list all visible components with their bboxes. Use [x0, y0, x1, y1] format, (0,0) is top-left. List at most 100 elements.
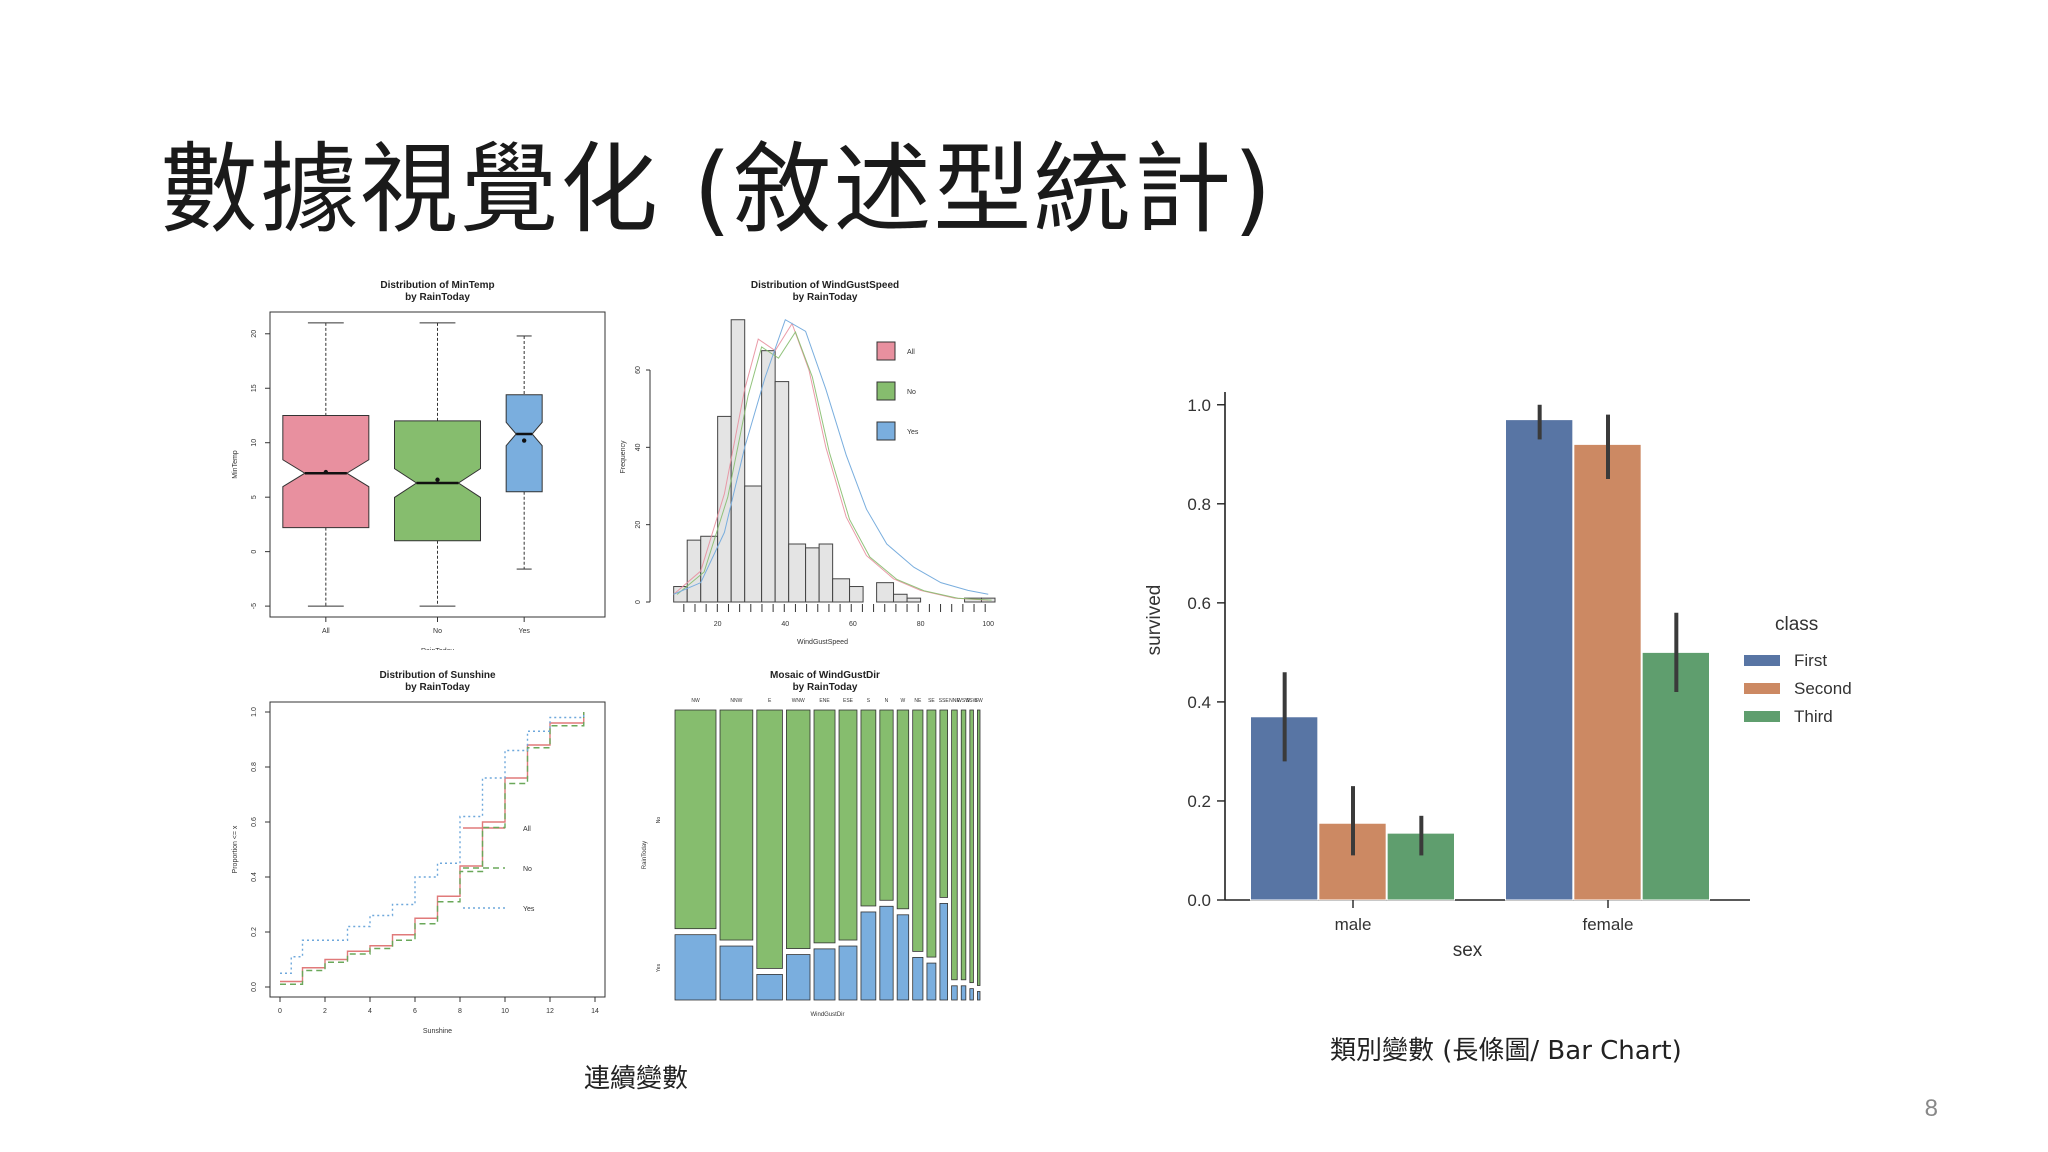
- y-tick-label: 0.6: [1187, 594, 1211, 613]
- histogram-bar: [788, 543, 807, 603]
- density-line-yes: [673, 319, 989, 595]
- page-number: 8: [1924, 1095, 1938, 1122]
- y-axis-label: Proportion <= x: [232, 825, 239, 873]
- legend-label: Second: [1794, 679, 1852, 698]
- y-tick-label: 0.0: [1187, 891, 1211, 910]
- y-tick-label: 10: [251, 439, 258, 447]
- mosaic-cell-no: [960, 709, 967, 981]
- mosaic-category-label: NW: [691, 698, 700, 704]
- mosaic-cell-no: [896, 709, 910, 910]
- mosaic-category-label: N: [885, 698, 889, 704]
- mosaic-cell-yes: [912, 956, 924, 1001]
- y-tick-label: 40: [635, 443, 642, 451]
- legend-label: First: [1794, 651, 1827, 670]
- histogram-bar: [744, 485, 763, 603]
- ecdf-line-no: [280, 712, 585, 985]
- y-axis-label: RainToday: [642, 841, 648, 869]
- mosaic-cell-yes: [896, 914, 910, 1001]
- mosaic-cell-no: [951, 709, 958, 981]
- bar-female-second: [1573, 443, 1642, 901]
- mosaic-category-label: ENE: [819, 698, 830, 704]
- mosaic-cell-no: [939, 709, 948, 898]
- barchart-survived-panel: 0.0 0.2 0.4 0.6 0.8 1.0 survived male female sex c…: [1130, 360, 1890, 980]
- x-tick-label: 8: [458, 1008, 462, 1015]
- legend-swatch-first: [1744, 655, 1780, 666]
- legend-swatch-no: [876, 381, 896, 401]
- row-label-yes: Yes: [656, 963, 662, 972]
- legend-label: Yes: [523, 906, 535, 913]
- histogram-windgust-panel: Distribution of WindGustSpeed by RainToda…: [615, 270, 1005, 650]
- histogram-bar: [893, 593, 908, 603]
- bar-female-first: [1505, 419, 1574, 901]
- mosaic-cell-no: [813, 709, 836, 944]
- x-tick-label: 0: [278, 1008, 282, 1015]
- x-axis-label: sex: [1453, 940, 1483, 961]
- legend-label: No: [907, 389, 916, 396]
- mosaic-category-label: SW: [975, 698, 983, 704]
- x-tick-label: female: [1582, 915, 1633, 934]
- mosaic-category-label: SSE: [939, 698, 950, 704]
- x-tick-label: 14: [591, 1008, 599, 1015]
- y-tick-label: 0.2: [1187, 792, 1211, 811]
- mosaic-cell-no: [969, 709, 974, 984]
- y-tick-label: -5: [251, 603, 258, 609]
- chart-title: by RainToday: [793, 682, 858, 693]
- legend-label: Third: [1794, 707, 1833, 726]
- legend-swatch-third: [1744, 711, 1780, 722]
- legend-label: All: [523, 826, 531, 833]
- y-tick-label: 0.0: [251, 982, 258, 992]
- mosaic-cell-no: [860, 709, 877, 907]
- mosaic-cell-yes: [926, 962, 937, 1001]
- mosaic-cell-no: [977, 709, 981, 986]
- histogram-bar: [832, 578, 851, 603]
- mean-point: [435, 477, 440, 482]
- y-tick-label: 20: [251, 330, 258, 338]
- boxplot-mintemp-panel: Distribution of MinTemp by RainToday -5 0 5 1…: [225, 270, 625, 650]
- bar-female-third: [1641, 651, 1711, 901]
- x-tick-label: 80: [917, 621, 925, 628]
- y-tick-label: 0.8: [1187, 495, 1211, 514]
- histogram-bar: [818, 543, 834, 603]
- y-tick-label: 0.4: [1187, 693, 1211, 712]
- x-tick-label: 12: [546, 1008, 554, 1015]
- y-tick-label: 60: [635, 366, 642, 374]
- y-tick-label: 0.8: [251, 762, 258, 772]
- chart-title: by RainToday: [405, 682, 470, 693]
- y-tick-label: 1.0: [251, 707, 258, 717]
- histogram-bar: [730, 319, 746, 603]
- histogram-bar: [906, 597, 922, 603]
- density-line-no: [676, 330, 992, 601]
- mosaic-cell-yes: [674, 934, 717, 1001]
- mosaic-category-label: SSW: [966, 698, 978, 704]
- caption-categorical: 類別變數 (長條圖/ Bar Chart): [1330, 1036, 1682, 1066]
- y-tick-label: 0.2: [251, 927, 258, 937]
- mean-point: [323, 469, 329, 475]
- mean-point: [521, 438, 527, 443]
- histogram-bar: [849, 586, 864, 603]
- mosaic-cell-no: [674, 709, 717, 930]
- plot-frame: [269, 701, 606, 998]
- bar-male-first: [1250, 716, 1319, 901]
- mosaic-category-label: NE: [914, 698, 922, 704]
- x-tick-label: 60: [849, 621, 857, 628]
- y-axis-label: survived: [1144, 585, 1165, 656]
- mosaic-cell-yes: [879, 905, 894, 1001]
- mosaic-cell-no: [879, 709, 894, 901]
- x-tick-label: 10: [501, 1008, 509, 1015]
- y-axis-label: Frequency: [620, 440, 627, 474]
- histogram-bar: [761, 350, 776, 603]
- mosaic-cell-yes: [969, 988, 974, 1001]
- row-label-no: No: [656, 817, 662, 824]
- chart-title: Distribution of Sunshine: [379, 670, 496, 681]
- y-tick-label: 20: [635, 521, 642, 529]
- legend-title: class: [1775, 614, 1818, 635]
- slide-title: 數據視覺化 (敘述型統計): [160, 133, 1274, 247]
- histogram-bar: [700, 535, 719, 603]
- x-axis-label: WindGustSpeed: [797, 639, 848, 646]
- x-tick-label: 100: [982, 621, 994, 628]
- mosaic-cell-no: [926, 709, 937, 958]
- density-line-all: [673, 322, 989, 601]
